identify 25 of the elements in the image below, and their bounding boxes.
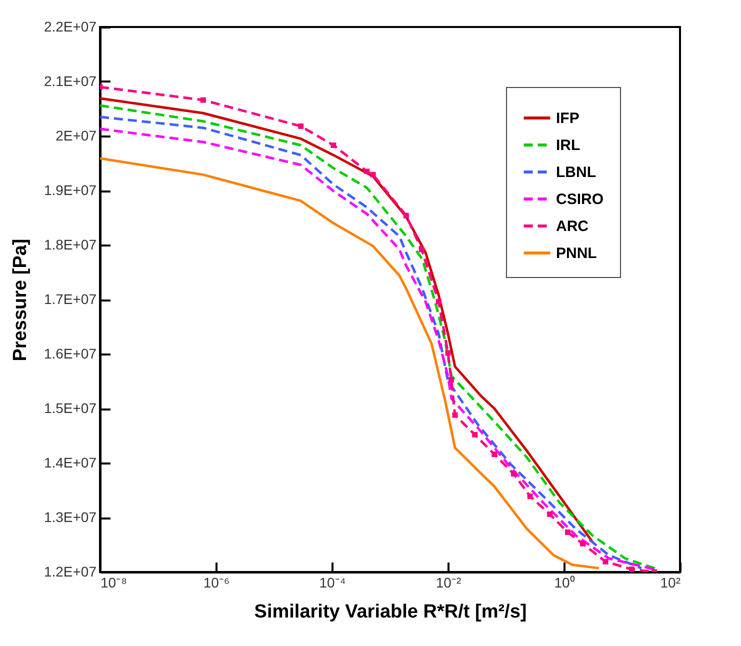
y-tick-label: 1.7E+07 [44, 291, 97, 307]
y-tick-label: 1.4E+07 [44, 454, 97, 470]
y-tick-label: 2E+07 [56, 128, 97, 144]
legend-label: CSIRO [556, 191, 604, 208]
y-tick-label: 1.5E+07 [44, 400, 97, 416]
y-tick-label: 1.9E+07 [44, 182, 97, 198]
legend-label: ARC [556, 218, 589, 235]
x-tick-label: 10⁰ [554, 574, 575, 590]
legend-label: LBNL [556, 164, 596, 181]
y-axis-title: Pressure [Pa] [10, 238, 31, 362]
x-tick-label: 10⁻² [436, 574, 462, 590]
x-tick-label: 10⁻⁸ [100, 574, 128, 590]
y-tick-label: 1.6E+07 [44, 346, 97, 362]
x-tick-label: 10² [660, 574, 681, 590]
legend-label: PNNL [556, 245, 597, 262]
x-tick-label: 10⁻⁴ [319, 574, 346, 590]
y-tick-label: 2.2E+07 [44, 18, 97, 34]
x-axis-title: Similarity Variable R*R/t [m²/s] [254, 602, 527, 622]
legend-label: IFP [556, 110, 580, 127]
y-tick-label: 2.1E+07 [44, 73, 97, 89]
x-tick-label: 10⁻⁶ [203, 574, 230, 590]
y-tick-label: 1.3E+07 [44, 509, 97, 525]
legend-label: IRL [556, 137, 580, 154]
y-tick-label: 1.8E+07 [44, 236, 97, 252]
y-tick-label: 1.2E+07 [44, 564, 97, 580]
